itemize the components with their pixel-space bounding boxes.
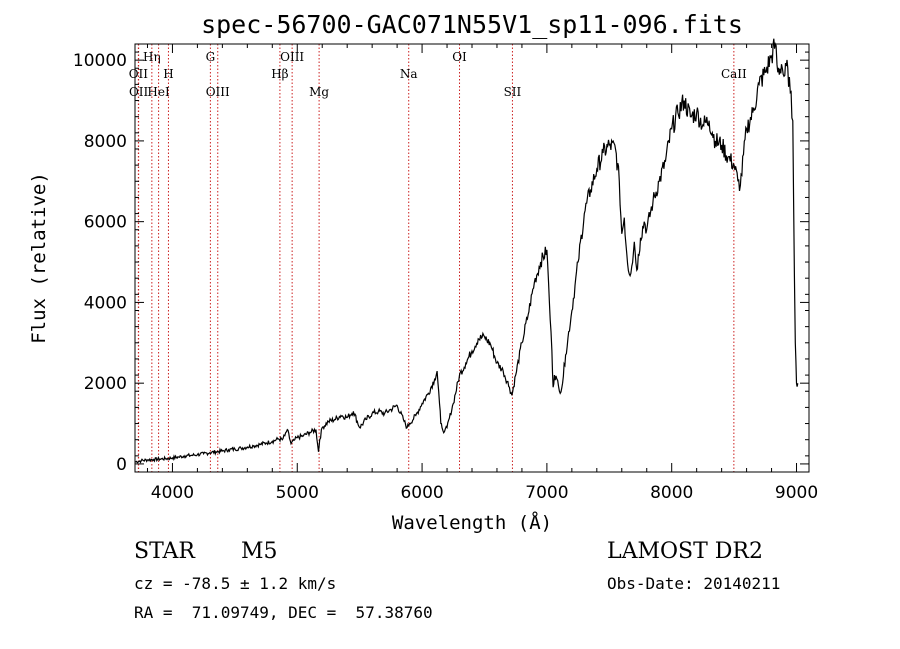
marker-label-10: Na [400, 67, 418, 81]
x-tick-label-2: 6000 [400, 483, 443, 503]
coordinates: RA = 71.09749, DEC = 57.38760 [134, 603, 433, 622]
y-tick-label-5: 10000 [73, 51, 127, 71]
marker-label-1: OII [129, 67, 149, 81]
marker-label-3: OII [129, 85, 149, 99]
marker-label-0: Hη [143, 50, 161, 64]
marker-label-12: SII [504, 85, 522, 99]
axis-ticks: 4000 5000 6000 7000 8000 9000 0 2000 4000 6000 800… [73, 44, 818, 503]
marker-label-7: OIII [280, 50, 304, 64]
x-tick-label-4: 8000 [650, 483, 693, 503]
marker-label-2: H [163, 67, 173, 81]
marker-label-6: OIII [206, 85, 230, 99]
marker-label-5: G [206, 50, 216, 64]
y-tick-label-1: 2000 [84, 374, 127, 394]
spectrum-line [134, 38, 799, 464]
marker-label-8: Hβ [271, 67, 288, 81]
chart-title: spec-56700-GAC071N55V1_sp11-096.fits [201, 10, 743, 39]
marker-label-4: HeI [147, 85, 170, 99]
object-subclass: M5 [241, 539, 278, 564]
x-axis-label: Wavelength (Å) [392, 511, 552, 534]
y-tick-label-4: 8000 [84, 132, 127, 152]
y-axis-label: Flux (relative) [28, 172, 50, 344]
redshift-cz: cz = -78.5 ± 1.2 km/s [134, 574, 337, 593]
marker-label-9: Mg [309, 85, 329, 99]
y-tick-label-0: 0 [116, 455, 127, 475]
x-tick-label-5: 9000 [775, 483, 818, 503]
marker-label-11: OI [452, 50, 467, 64]
y-tick-label-2: 4000 [84, 293, 127, 313]
plot-frame [134, 43, 810, 473]
object-class: STAR [134, 539, 195, 564]
survey-name: LAMOST DR2 [607, 539, 763, 564]
y-tick-label-3: 6000 [84, 213, 127, 233]
x-tick-label-3: 7000 [525, 483, 568, 503]
x-tick-label-1: 5000 [276, 483, 319, 503]
marker-label-13: CaII [721, 67, 747, 81]
observation-date: Obs-Date: 20140211 [607, 574, 781, 593]
x-tick-label-0: 4000 [151, 483, 194, 503]
